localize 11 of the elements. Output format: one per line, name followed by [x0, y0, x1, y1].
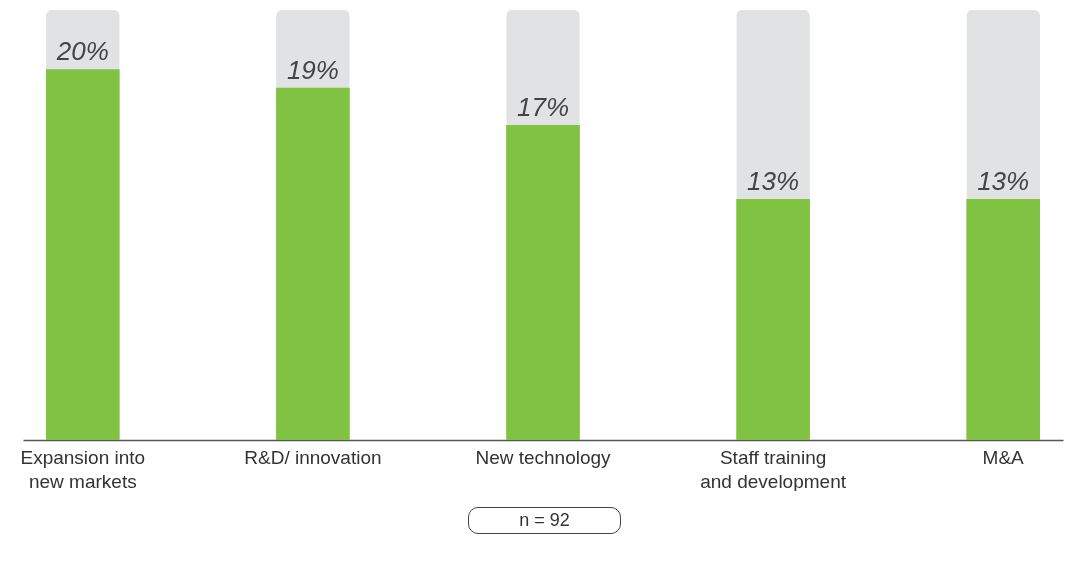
- data-label: 13%: [977, 166, 1030, 197]
- x-tick-label: R&D/ innovation: [244, 446, 382, 468]
- data-label: 20%: [55, 36, 109, 67]
- x-tick-label: New technology: [475, 446, 612, 468]
- data-label: 13%: [747, 166, 800, 197]
- x-tick-label: M&A: [982, 446, 1025, 468]
- x-tick-label: Staff training and development: [700, 446, 847, 492]
- data-label: 19%: [286, 54, 339, 85]
- rounded-frame: n = 92: [468, 507, 621, 534]
- data-label: 17%: [516, 91, 570, 122]
- x-tick-label: Expansion into new markets: [20, 446, 146, 492]
